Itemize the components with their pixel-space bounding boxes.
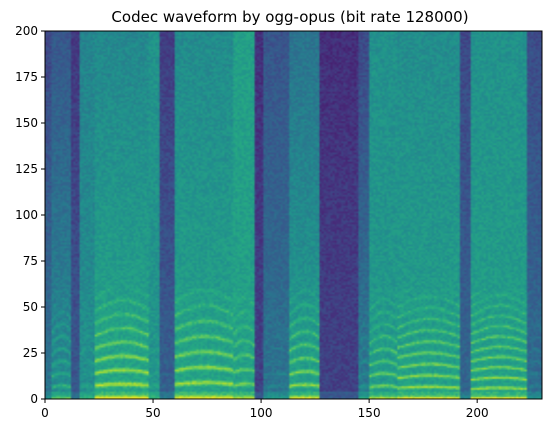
- x-axis: 0 50 100 150 200: [41, 399, 489, 420]
- y-tick-label: 50: [23, 300, 38, 314]
- x-tick-label: 150: [358, 406, 381, 420]
- x-tick-label: 50: [145, 406, 160, 420]
- y-axis: 0 25 50 75 100 125 150 175 200: [15, 24, 45, 406]
- y-tick-label: 0: [30, 392, 38, 406]
- x-tick-label: 100: [250, 406, 273, 420]
- y-tick-label: 75: [23, 254, 38, 268]
- y-tick-label: 175: [15, 70, 38, 84]
- x-tick-label: 200: [466, 406, 489, 420]
- heatmap-cells: [45, 31, 542, 399]
- y-tick-label: 100: [15, 208, 38, 222]
- chart-title: Codec waveform by ogg-opus (bit rate 128…: [111, 8, 468, 26]
- spectrogram-image: [45, 31, 542, 399]
- x-tick-label: 0: [41, 406, 49, 420]
- y-tick-label: 200: [15, 24, 38, 38]
- y-tick-label: 25: [23, 346, 38, 360]
- y-tick-label: 125: [15, 162, 38, 176]
- y-tick-label: 150: [15, 116, 38, 130]
